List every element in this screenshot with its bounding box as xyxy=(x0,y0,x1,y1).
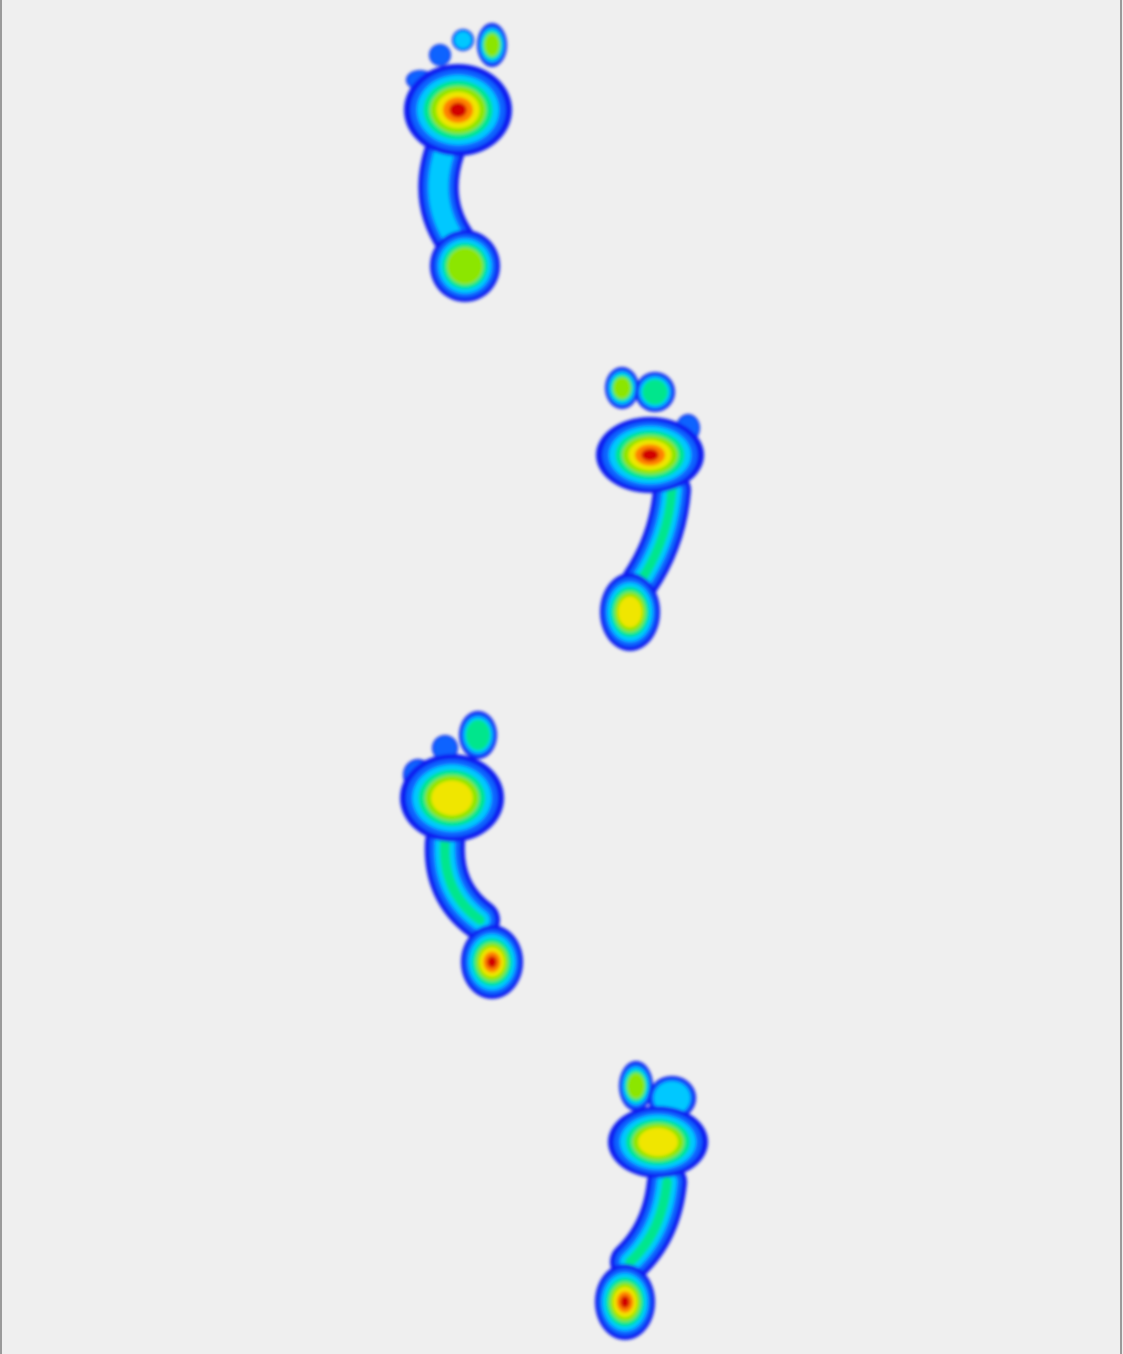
toe-pressure xyxy=(613,377,631,399)
forefoot-pressure xyxy=(641,448,659,462)
heel-pressure xyxy=(620,1295,630,1309)
toe-pressure xyxy=(433,736,457,760)
arch-pressure xyxy=(428,140,465,250)
toe-pressure xyxy=(430,45,450,65)
footprint xyxy=(595,1061,708,1340)
toe-pressure xyxy=(484,33,500,57)
toe-pressure xyxy=(627,1073,645,1099)
toe-pressure xyxy=(454,31,472,49)
arch-pressure xyxy=(625,1177,672,1267)
toe-pressure xyxy=(465,719,491,751)
footprint xyxy=(400,711,523,999)
forefoot-pressure xyxy=(638,1127,678,1157)
arch-pressure xyxy=(635,485,677,587)
forefoot-pressure xyxy=(449,102,467,118)
footprint xyxy=(596,367,704,651)
arch-pressure xyxy=(439,837,485,925)
forefoot-pressure xyxy=(431,780,473,816)
heel-pressure xyxy=(618,596,642,628)
footprint xyxy=(404,23,512,302)
heel-pressure xyxy=(446,247,484,285)
heel-pressure xyxy=(487,956,497,968)
toe-pressure xyxy=(642,379,668,405)
